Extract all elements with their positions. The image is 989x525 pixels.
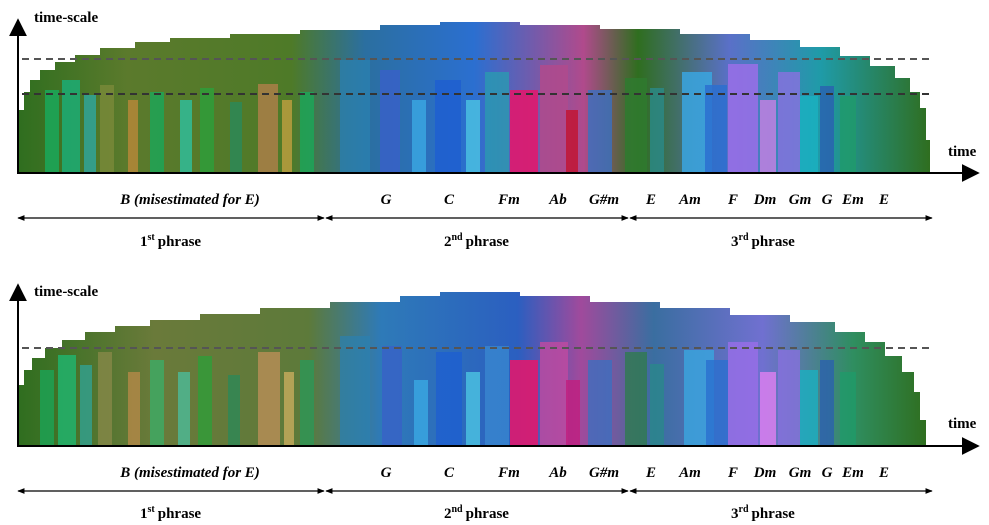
y-axis-label: time-scale — [34, 10, 98, 26]
chord-label: E — [878, 465, 889, 481]
chord-label: Ab — [548, 465, 567, 481]
chord-label: G — [381, 465, 392, 481]
chord-labels: B (misestimated for E) G C Fm Ab G#m E A… — [119, 192, 889, 208]
phrase-labels: 1st phrase 2nd phrase 3rd phrase — [140, 504, 795, 522]
chord-label: Gm — [789, 192, 812, 208]
chord-label: G#m — [589, 192, 619, 208]
phrase-label: 2nd phrase — [444, 504, 509, 522]
chord-label: E — [645, 192, 656, 208]
phrase-label: 3rd phrase — [731, 232, 795, 250]
chord-label: G — [381, 192, 392, 208]
panel-bottom: time-scale time B (misestimated for E) G… — [8, 283, 980, 522]
chord-label: F — [727, 465, 738, 481]
chord-plumes — [40, 336, 856, 445]
y-axis-label: time-scale — [34, 284, 98, 300]
phrase-labels: 1st phrase 2nd phrase 3rd phrase — [140, 232, 795, 250]
chord-label: E — [878, 192, 889, 208]
chord-label: Ab — [548, 192, 567, 208]
chord-label: Em — [841, 465, 864, 481]
chord-label: C — [444, 465, 455, 481]
phrase-label: 1st phrase — [140, 504, 201, 522]
chord-label: Gm — [789, 465, 812, 481]
panel-top: time-scale time B (misestimated for E) G… — [8, 10, 980, 250]
chord-label: F — [727, 192, 738, 208]
chord-label: Am — [678, 465, 701, 481]
chord-label: Em — [841, 192, 864, 208]
chord-label: E — [645, 465, 656, 481]
x-axis-label: time — [948, 144, 977, 160]
phrase-label: 2nd phrase — [444, 232, 509, 250]
chord-label: G — [822, 192, 833, 208]
chord-label: B (misestimated for E) — [119, 465, 260, 481]
phrase-label: 3rd phrase — [731, 504, 795, 522]
chord-label: C — [444, 192, 455, 208]
chord-label: Fm — [497, 192, 520, 208]
phrase-label: 1st phrase — [140, 232, 201, 250]
x-axis-label: time — [948, 416, 977, 432]
chord-label: G — [822, 465, 833, 481]
chord-label: Am — [678, 192, 701, 208]
chord-plumes — [45, 60, 856, 172]
chord-label: Dm — [753, 192, 777, 208]
chord-label: Dm — [753, 465, 777, 481]
chord-labels: B (misestimated for E) G C Fm Ab G#m E A… — [119, 465, 889, 481]
chord-label: G#m — [589, 465, 619, 481]
chord-label: B (misestimated for E) — [119, 192, 260, 208]
chord-label: Fm — [497, 465, 520, 481]
